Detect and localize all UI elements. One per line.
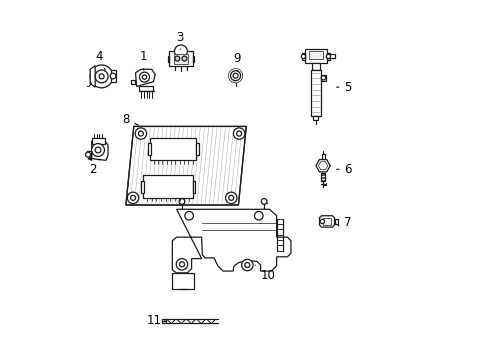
Polygon shape <box>90 66 95 87</box>
Polygon shape <box>125 126 246 205</box>
Polygon shape <box>319 216 334 227</box>
Circle shape <box>230 71 240 81</box>
Polygon shape <box>313 116 318 120</box>
Polygon shape <box>326 54 334 58</box>
Polygon shape <box>196 143 199 155</box>
Polygon shape <box>311 63 320 70</box>
Circle shape <box>228 195 233 201</box>
Text: 1: 1 <box>140 50 147 70</box>
Text: 4: 4 <box>95 50 105 70</box>
Polygon shape <box>131 80 135 84</box>
Polygon shape <box>91 141 108 160</box>
Polygon shape <box>87 152 91 158</box>
Circle shape <box>325 54 330 59</box>
Polygon shape <box>334 219 337 224</box>
Circle shape <box>142 75 146 79</box>
Circle shape <box>175 56 180 61</box>
Circle shape <box>261 199 266 204</box>
Polygon shape <box>173 54 188 64</box>
Circle shape <box>139 72 149 82</box>
Polygon shape <box>167 56 169 62</box>
Polygon shape <box>321 154 324 158</box>
Circle shape <box>233 128 244 139</box>
Circle shape <box>95 147 101 153</box>
Circle shape <box>99 74 104 79</box>
Text: 10: 10 <box>255 265 275 282</box>
Circle shape <box>95 70 108 83</box>
Text: 5: 5 <box>336 81 351 94</box>
Text: 8: 8 <box>122 113 138 126</box>
Circle shape <box>138 131 143 136</box>
Text: 7: 7 <box>337 216 351 229</box>
Text: 2: 2 <box>89 159 100 176</box>
Circle shape <box>110 73 116 79</box>
Polygon shape <box>308 51 323 59</box>
Text: 9: 9 <box>233 52 241 71</box>
Circle shape <box>179 199 184 204</box>
Circle shape <box>85 152 90 157</box>
Circle shape <box>321 76 325 80</box>
Circle shape <box>225 192 237 203</box>
Circle shape <box>184 211 193 220</box>
Polygon shape <box>321 173 324 181</box>
Polygon shape <box>320 75 325 81</box>
Polygon shape <box>141 181 143 193</box>
Circle shape <box>320 219 324 224</box>
Circle shape <box>176 258 187 270</box>
Polygon shape <box>326 53 329 60</box>
Circle shape <box>182 56 186 61</box>
Polygon shape <box>305 49 326 63</box>
Polygon shape <box>110 70 116 82</box>
Circle shape <box>301 54 305 59</box>
Polygon shape <box>323 218 330 225</box>
Text: 3: 3 <box>176 31 183 50</box>
Circle shape <box>135 128 146 139</box>
Polygon shape <box>192 56 194 62</box>
Circle shape <box>174 45 187 58</box>
Polygon shape <box>172 209 290 273</box>
Circle shape <box>179 262 184 267</box>
Circle shape <box>254 211 263 220</box>
Polygon shape <box>91 138 105 144</box>
Polygon shape <box>162 319 165 323</box>
Circle shape <box>233 73 238 78</box>
Polygon shape <box>172 273 194 289</box>
Circle shape <box>127 192 139 203</box>
Text: 11: 11 <box>147 314 165 327</box>
Circle shape <box>241 259 253 271</box>
Polygon shape <box>301 53 305 60</box>
Polygon shape <box>310 70 320 116</box>
Polygon shape <box>88 158 91 160</box>
Polygon shape <box>139 86 153 91</box>
Circle shape <box>130 195 135 201</box>
Text: 6: 6 <box>336 163 351 176</box>
Circle shape <box>236 131 241 136</box>
Polygon shape <box>143 175 192 198</box>
Polygon shape <box>135 69 155 86</box>
Circle shape <box>244 262 249 267</box>
Polygon shape <box>150 138 196 160</box>
Circle shape <box>90 65 113 88</box>
Polygon shape <box>148 143 150 155</box>
Polygon shape <box>169 51 192 66</box>
Polygon shape <box>192 181 195 193</box>
Circle shape <box>91 144 104 157</box>
